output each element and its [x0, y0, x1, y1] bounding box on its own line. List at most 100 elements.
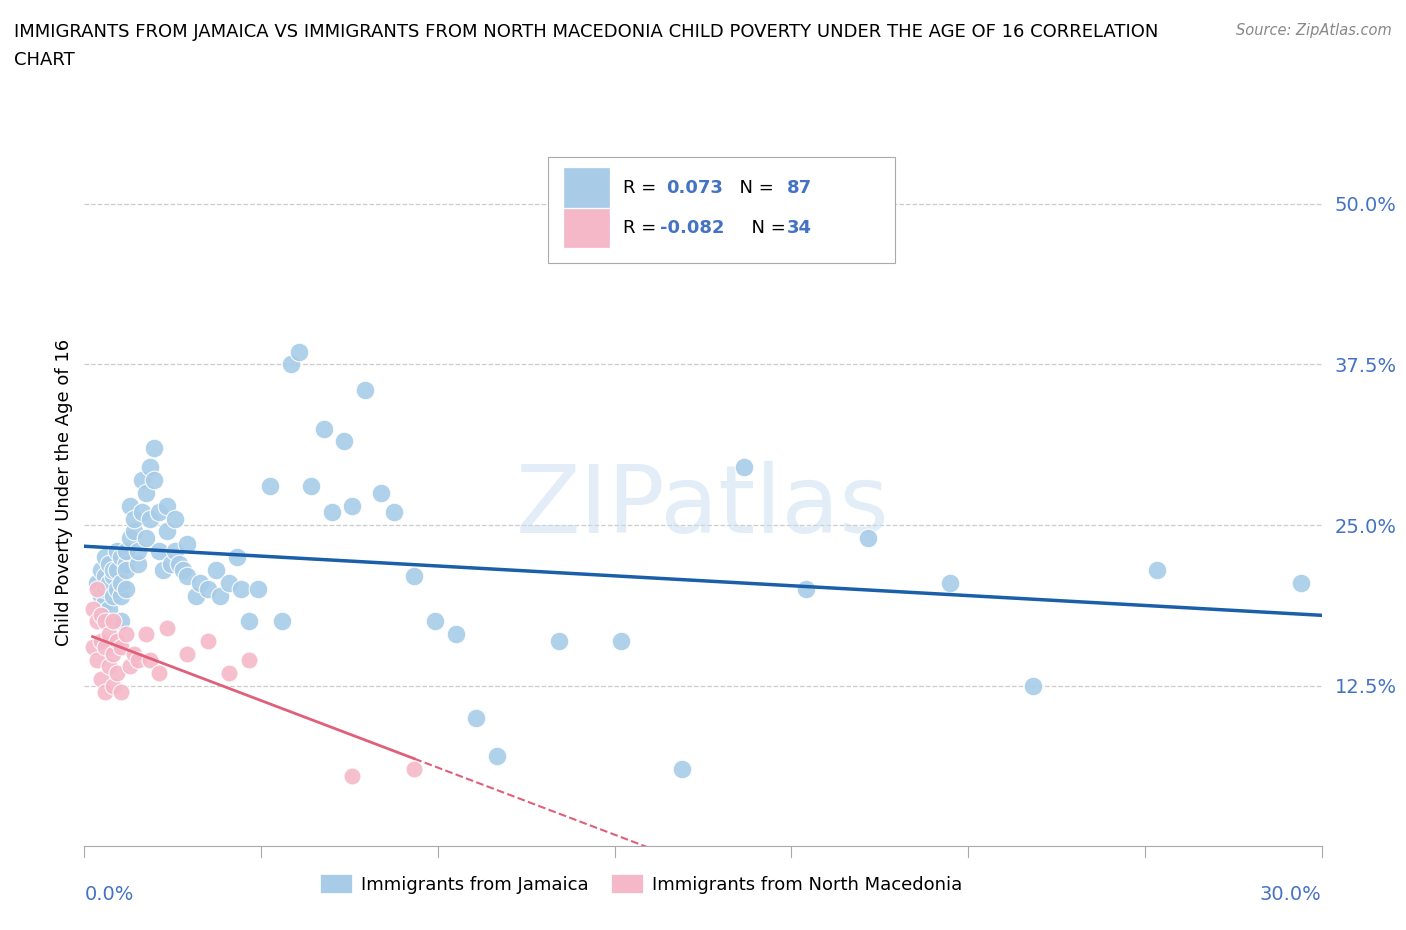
Point	[156, 498, 179, 513]
Point	[205, 563, 228, 578]
Point	[172, 563, 194, 578]
Point	[82, 640, 104, 655]
Point	[299, 479, 322, 494]
Point	[444, 627, 467, 642]
Point	[733, 459, 755, 474]
Point	[86, 614, 108, 629]
Point	[246, 582, 269, 597]
Point	[105, 543, 128, 558]
Point	[114, 556, 136, 571]
Point	[404, 569, 426, 584]
Point	[280, 357, 302, 372]
Y-axis label: Child Poverty Under the Age of 16: Child Poverty Under the Age of 16	[55, 339, 73, 646]
Point	[110, 640, 132, 655]
Point	[939, 576, 962, 591]
Point	[94, 582, 117, 597]
Point	[86, 653, 108, 668]
Point	[127, 556, 149, 571]
Point	[547, 633, 569, 648]
Point	[105, 582, 128, 597]
Legend: Immigrants from Jamaica, Immigrants from North Macedonia: Immigrants from Jamaica, Immigrants from…	[312, 867, 970, 901]
Point	[131, 505, 153, 520]
Point	[218, 665, 240, 680]
Point	[238, 614, 260, 629]
Text: 34: 34	[787, 219, 813, 237]
Point	[105, 665, 128, 680]
Point	[312, 421, 335, 436]
Point	[122, 524, 145, 538]
Point	[370, 485, 392, 500]
Point	[671, 762, 693, 777]
Point	[176, 569, 198, 584]
Point	[856, 530, 879, 545]
Point	[127, 653, 149, 668]
Point	[238, 653, 260, 668]
Point	[94, 614, 117, 629]
Point	[103, 569, 125, 584]
Point	[218, 576, 240, 591]
Point	[1146, 563, 1168, 578]
Point	[165, 512, 187, 526]
Point	[86, 582, 108, 597]
Point	[114, 627, 136, 642]
Text: ZIPatlas: ZIPatlas	[516, 461, 890, 553]
FancyBboxPatch shape	[548, 157, 894, 263]
Point	[118, 659, 141, 674]
Point	[794, 582, 817, 597]
Text: N =: N =	[740, 219, 792, 237]
Text: -0.082: -0.082	[659, 219, 724, 237]
Point	[404, 762, 426, 777]
Point	[127, 543, 149, 558]
Point	[82, 601, 104, 616]
Text: 30.0%: 30.0%	[1260, 885, 1322, 904]
Point	[90, 563, 112, 578]
Point	[122, 512, 145, 526]
Point	[103, 646, 125, 661]
Point	[103, 614, 125, 629]
Point	[1289, 576, 1312, 591]
Point	[288, 344, 311, 359]
Point	[465, 711, 488, 725]
Point	[321, 505, 343, 520]
Point	[94, 550, 117, 565]
Point	[118, 530, 141, 545]
Text: 87: 87	[787, 179, 813, 196]
Point	[156, 524, 179, 538]
Point	[152, 563, 174, 578]
Point	[165, 543, 187, 558]
Point	[160, 556, 183, 571]
Point	[90, 671, 112, 686]
Point	[110, 576, 132, 591]
Point	[382, 505, 405, 520]
Text: R =: R =	[623, 219, 662, 237]
Point	[342, 498, 364, 513]
Point	[98, 556, 121, 571]
Point	[423, 614, 446, 629]
Point	[110, 614, 132, 629]
FancyBboxPatch shape	[564, 208, 609, 247]
Point	[229, 582, 252, 597]
Point	[333, 434, 356, 449]
Point	[1022, 678, 1045, 693]
Text: IMMIGRANTS FROM JAMAICA VS IMMIGRANTS FROM NORTH MACEDONIA CHILD POVERTY UNDER T: IMMIGRANTS FROM JAMAICA VS IMMIGRANTS FR…	[14, 23, 1159, 41]
Point	[114, 582, 136, 597]
Point	[94, 569, 117, 584]
Point	[90, 589, 112, 604]
Point	[94, 684, 117, 699]
Point	[139, 459, 162, 474]
Point	[143, 441, 166, 456]
Text: N =: N =	[728, 179, 779, 196]
Point	[139, 512, 162, 526]
Point	[90, 633, 112, 648]
Point	[197, 633, 219, 648]
Point	[209, 589, 232, 604]
Point	[90, 607, 112, 622]
Point	[98, 601, 121, 616]
Point	[135, 627, 157, 642]
Point	[485, 749, 508, 764]
Point	[105, 563, 128, 578]
Point	[176, 537, 198, 551]
Text: 0.0%: 0.0%	[84, 885, 134, 904]
Point	[184, 589, 207, 604]
Point	[156, 620, 179, 635]
